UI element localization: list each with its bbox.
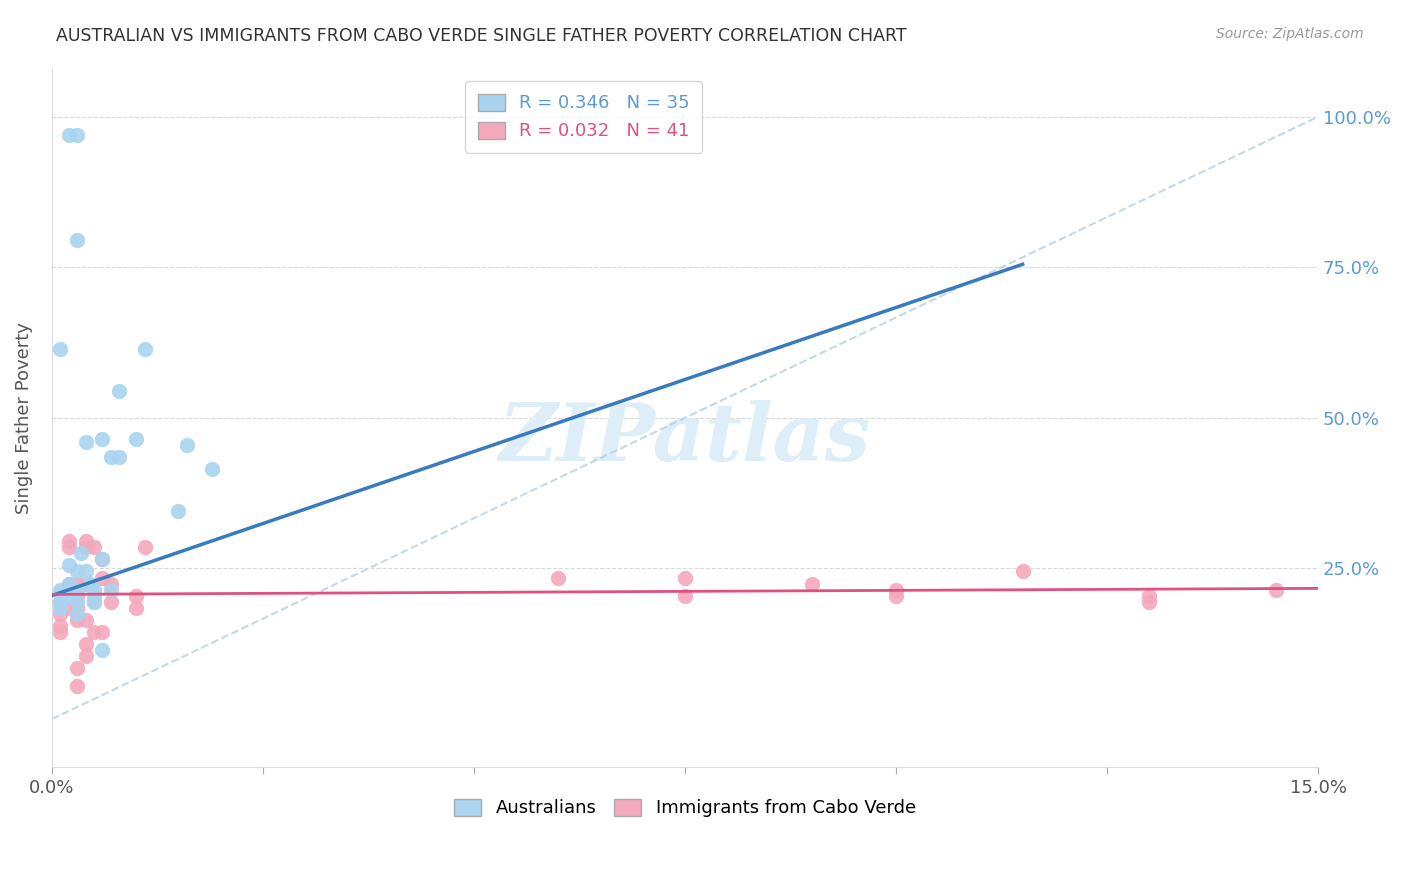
Point [83,624,105,639]
Point [75,613,97,627]
Point [58,576,80,591]
Point [79,576,101,591]
Text: Source: ZipAtlas.com: Source: ZipAtlas.com [1216,27,1364,41]
Point [66,679,89,693]
Point [91,642,114,657]
Point [66,589,89,603]
Point [83,589,105,603]
Point [49,585,72,599]
Point [125,432,148,446]
Point [49,600,72,615]
Point [1264,582,1286,597]
Point [49,618,72,632]
Point [1137,594,1160,608]
Point [91,570,114,584]
Point [58,589,80,603]
Point [49,624,72,639]
Point [673,589,696,603]
Point [49,582,72,597]
Point [100,576,122,591]
Point [201,462,224,476]
Point [58,128,80,142]
Point [800,576,823,591]
Point [91,552,114,566]
Point [1137,589,1160,603]
Point [58,576,80,591]
Point [83,582,105,597]
Point [91,624,114,639]
Point [66,661,89,675]
Point [884,582,907,597]
Point [1011,565,1033,579]
Point [100,582,122,597]
Point [66,565,89,579]
Point [547,570,569,584]
Point [58,600,80,615]
Legend: Australians, Immigrants from Cabo Verde: Australians, Immigrants from Cabo Verde [447,791,924,824]
Point [49,342,72,356]
Point [125,589,148,603]
Point [58,558,80,573]
Point [75,648,97,663]
Point [66,582,89,597]
Point [75,541,97,555]
Point [58,541,80,555]
Point [176,438,198,452]
Point [108,384,131,398]
Point [91,432,114,446]
Point [83,541,105,555]
Point [167,504,190,518]
Point [75,565,97,579]
Point [66,233,89,247]
Point [134,342,156,356]
Point [66,128,89,142]
Point [66,576,89,591]
Point [49,594,72,608]
Point [49,607,72,621]
Point [75,434,97,449]
Y-axis label: Single Father Poverty: Single Father Poverty [15,322,32,514]
Point [66,613,89,627]
Point [100,594,122,608]
Point [91,552,114,566]
Point [70,546,93,560]
Point [108,450,131,464]
Point [58,582,80,597]
Point [75,576,97,591]
Point [66,607,89,621]
Point [100,450,122,464]
Point [673,570,696,584]
Point [125,600,148,615]
Point [49,594,72,608]
Text: ZIPatlas: ZIPatlas [499,401,870,477]
Point [83,594,105,608]
Point [75,534,97,549]
Point [66,594,89,608]
Point [134,541,156,555]
Point [75,637,97,651]
Point [884,589,907,603]
Point [83,594,105,608]
Text: AUSTRALIAN VS IMMIGRANTS FROM CABO VERDE SINGLE FATHER POVERTY CORRELATION CHART: AUSTRALIAN VS IMMIGRANTS FROM CABO VERDE… [56,27,907,45]
Point [66,600,89,615]
Point [58,534,80,549]
